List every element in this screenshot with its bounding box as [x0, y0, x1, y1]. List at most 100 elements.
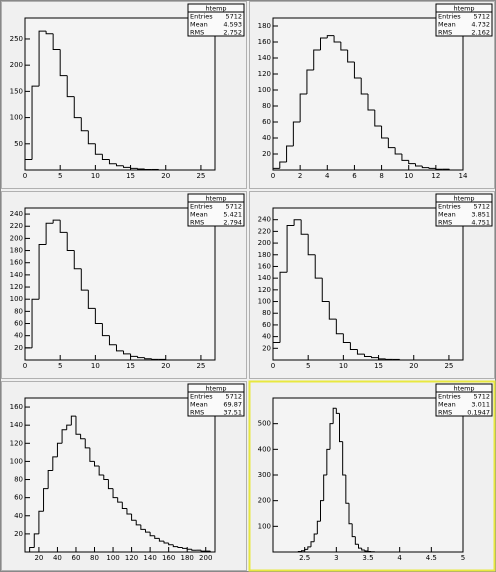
y-tick-label: 40	[262, 134, 271, 142]
histogram-bin	[186, 548, 192, 550]
stats-label: RMS	[438, 409, 452, 417]
histogram-bin	[94, 461, 100, 467]
histogram-bin	[56, 442, 63, 457]
y-tick-label: 120	[10, 439, 23, 447]
histogram-bin	[292, 121, 301, 146]
y-tick-label: 220	[258, 227, 271, 235]
histogram-bin	[38, 30, 47, 87]
histogram-bin	[29, 546, 35, 552]
x-tick-label: 0	[271, 362, 275, 370]
y-tick-label: 20	[262, 150, 271, 158]
histogram-bin	[306, 69, 314, 94]
y-tick-label: 200	[258, 239, 271, 247]
x-tick-label: 25	[196, 172, 205, 180]
histogram-bin	[101, 154, 110, 161]
histogram-bin	[353, 62, 362, 79]
stats-value: 5712	[473, 203, 490, 211]
y-tick-label: 100	[258, 522, 271, 530]
histogram-bin	[321, 278, 330, 303]
y-tick-label: 160	[10, 259, 23, 267]
x-tick-label: 20	[161, 172, 170, 180]
histogram-bin	[33, 533, 39, 548]
histogram-bin	[448, 169, 457, 171]
histogram-bin	[137, 356, 145, 359]
y-tick-label: 40	[14, 332, 23, 340]
pad[interactable]: 0 2 4 6 8 10 12 14 20 40 60 80 100 120 140 160 180 htempE…	[249, 1, 495, 189]
histogram-bin	[177, 546, 183, 548]
y-tick-label: 180	[258, 22, 271, 30]
stats-label: Mean	[438, 211, 456, 219]
stats-label: Entries	[438, 393, 461, 401]
y-tick-label: 100	[10, 457, 23, 465]
y-tick-label: 120	[10, 283, 23, 291]
y-tick-label: 140	[258, 54, 271, 62]
histogram-bin	[347, 50, 355, 63]
y-tick-label: 80	[262, 309, 271, 317]
frame	[272, 207, 464, 361]
histogram-bin	[158, 169, 166, 171]
histogram-bin	[112, 488, 118, 499]
x-tick-label: 10	[339, 362, 348, 370]
pad[interactable]: 20 40 60 80 100 120 140 160 180 200 20 40 60 80 100 120…	[1, 381, 247, 571]
histogram-bin	[304, 548, 308, 551]
y-tick-label: 500	[258, 420, 271, 428]
histogram-bin	[367, 550, 372, 552]
stats-label: Entries	[438, 203, 461, 211]
stats-label: Entries	[190, 13, 213, 21]
x-tick-label: 3.5	[362, 554, 373, 562]
histogram-bin	[314, 254, 323, 279]
x-tick-label: 14	[459, 172, 468, 180]
stats-value: 5712	[473, 393, 490, 401]
stats-label: Mean	[190, 21, 208, 29]
y-tick-label: 50	[14, 140, 23, 148]
histogram-bin	[87, 290, 96, 309]
histogram-bin	[326, 448, 330, 475]
stats-value: 37.51	[223, 409, 242, 417]
histogram-bin	[209, 551, 215, 553]
histogram-bin	[328, 301, 337, 320]
histogram-bin	[272, 341, 281, 360]
histogram-bin	[191, 549, 197, 551]
histogram-bin	[349, 342, 358, 350]
stats-label: Mean	[438, 21, 456, 29]
frame	[24, 207, 216, 361]
histogram-bin	[38, 510, 44, 534]
y-tick-label: 160	[258, 262, 271, 270]
histogram-bin	[370, 551, 375, 553]
stats-label: Entries	[438, 13, 461, 21]
x-tick-label: 80	[90, 554, 99, 562]
pad[interactable]: 0 5 10 15 20 25 20 40 60 80 100 120 140 160 180 200 220 2…	[249, 191, 495, 379]
x-tick-label: 20	[161, 362, 170, 370]
x-tick-label: 140	[143, 554, 156, 562]
histogram-bin	[332, 407, 337, 424]
histogram-bin	[363, 354, 372, 357]
histogram-bin	[24, 159, 33, 170]
histogram-bin	[326, 35, 335, 38]
x-tick-label: 180	[181, 554, 194, 562]
x-tick-label: 15	[126, 172, 135, 180]
x-tick-label: 100	[106, 554, 119, 562]
x-tick-label: 25	[196, 362, 205, 370]
y-tick-label: 120	[258, 70, 271, 78]
histogram-bin	[313, 533, 318, 542]
histogram-bin	[52, 33, 61, 50]
stats-title: htemp	[453, 5, 474, 13]
x-tick-label: 12	[431, 172, 440, 180]
stats-label: RMS	[190, 29, 204, 37]
histogram-bin	[45, 222, 54, 245]
histogram-bin	[66, 232, 75, 252]
histogram-bin	[149, 532, 155, 537]
histogram-bin	[24, 347, 33, 360]
stats-background	[187, 193, 245, 227]
stats-background	[435, 193, 493, 227]
histogram-bin	[351, 523, 356, 538]
pad[interactable]: 0 5 10 15 20 25 20 40 60 80 100 120 140 160 180 200 220 2…	[1, 191, 247, 379]
histogram-bin	[297, 550, 302, 552]
histogram-bin	[335, 319, 344, 335]
histogram-bin	[151, 358, 159, 360]
